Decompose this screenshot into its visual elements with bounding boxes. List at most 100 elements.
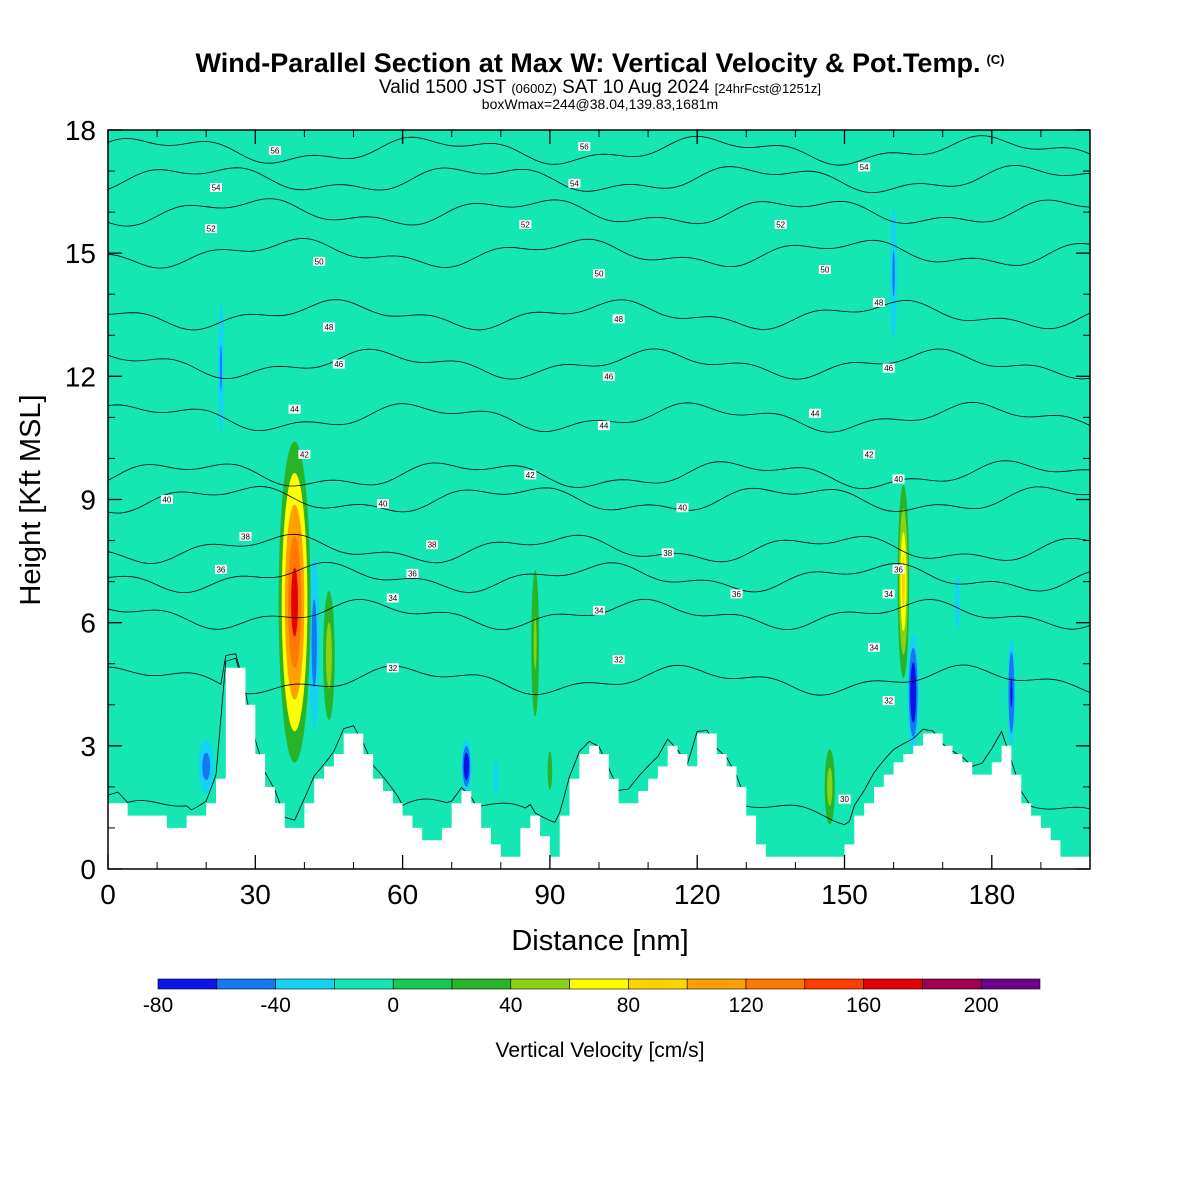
colorbar-tick-label: -40 [260, 994, 290, 1017]
contour-label: 46 [332, 359, 345, 369]
contour-label: 46 [882, 363, 895, 373]
x-tick-label: 150 [821, 879, 868, 910]
y-tick-label: 0 [80, 854, 96, 885]
y-tick-label: 6 [80, 608, 96, 639]
contour-label-bg [867, 642, 880, 652]
colorbar-swatch [628, 978, 688, 990]
contour-label-text: 56 [270, 147, 279, 156]
contour-label-text: 34 [884, 590, 893, 599]
contour-label-bg [288, 404, 301, 414]
colorbar-swatch [510, 978, 570, 990]
velocity-level [892, 250, 895, 297]
velocity-level [327, 638, 331, 673]
contour-label-text: 44 [599, 422, 608, 431]
colorbar-swatch [863, 978, 923, 990]
contour-label-text: 38 [241, 532, 250, 541]
colorbar-tick-label: 0 [387, 994, 399, 1017]
colorbar-swatch [216, 978, 276, 990]
colorbar-tick-label: 200 [964, 994, 999, 1017]
contour-label-text: 54 [570, 179, 579, 188]
velocity-level [204, 759, 209, 774]
velocity-cell-13 [897, 484, 910, 679]
contour-label-text: 40 [678, 504, 687, 513]
contour-label: 30 [838, 794, 851, 804]
contour-label-text: 32 [388, 664, 397, 673]
contour-label-bg [882, 589, 895, 599]
contour-label-text: 46 [334, 360, 343, 369]
contour-label: 36 [406, 568, 419, 578]
colorbar-swatch [804, 978, 864, 990]
contour-label: 50 [593, 269, 605, 279]
contour-label-bg [892, 474, 905, 484]
velocity-cell-12 [461, 739, 472, 794]
colorbar-tick-label: 80 [617, 994, 640, 1017]
x-tick-label: 120 [674, 879, 721, 910]
contour-label-bg [676, 503, 689, 513]
contour-label: 38 [661, 548, 674, 558]
velocity-cell-2 [955, 574, 960, 630]
theta-contour-46 [108, 348, 1090, 380]
contour-label-text: 42 [300, 450, 309, 459]
colorbar-label: Vertical Velocity [cm/s] [496, 1039, 705, 1062]
velocity-level [956, 587, 959, 617]
contour-label-bg [568, 178, 581, 188]
contour-label-text: 36 [408, 569, 417, 578]
velocity-cell-9 [824, 749, 835, 825]
velocity-cell-5 [218, 303, 224, 434]
contour-label-text: 52 [207, 225, 216, 234]
contour-label: 34 [593, 605, 605, 615]
contour-label-bg [774, 219, 787, 229]
contour-label-text: 42 [865, 450, 874, 459]
colorbar-swatch [157, 978, 218, 990]
contour-label-bg [214, 564, 227, 574]
contour-label-bg [376, 499, 389, 509]
velocity-level [548, 760, 552, 781]
contour-label-text: 50 [315, 257, 324, 266]
contour-label: 40 [376, 499, 389, 509]
contour-label-bg [882, 696, 895, 706]
contour-label-text: 48 [874, 298, 883, 307]
contour-label-bg [863, 449, 876, 459]
velocity-cell-6 [890, 208, 898, 339]
contour-label: 38 [426, 540, 439, 550]
contour-label: 54 [858, 162, 871, 172]
contour-label: 36 [892, 564, 905, 574]
contour-label: 42 [524, 470, 537, 480]
x-tick-label: 90 [534, 879, 565, 910]
x-axis-label: Distance [nm] [511, 925, 688, 957]
contour-label-text: 54 [860, 163, 869, 172]
contour-label: 32 [386, 663, 399, 673]
theta-contour-44 [108, 401, 1090, 433]
contour-label-text: 48 [324, 323, 333, 332]
contour-label-bg [593, 269, 605, 279]
contour-label: 36 [214, 564, 227, 574]
contour-label-text: 48 [614, 315, 623, 324]
contour-label-text: 44 [811, 409, 820, 418]
contour-label-bg [210, 182, 223, 192]
theta-contour-36 [108, 562, 1090, 593]
y-tick-label: 15 [65, 238, 96, 269]
contour-label-text: 42 [526, 471, 535, 480]
contour-labels: 56 56 54 54 54 52 52 52 50 50 50 48 48 48 46 46 46 44 44 44… [160, 141, 905, 804]
contour-label-bg [386, 663, 399, 673]
chart-title: Wind-Parallel Section at Max W: Vertical… [195, 48, 981, 78]
contour-label-bg [239, 531, 252, 541]
x-tick-label: 60 [387, 879, 418, 910]
contour-label-bg [322, 322, 335, 332]
colorbar-tick-label: 120 [728, 994, 763, 1017]
contour-label-text: 52 [521, 220, 530, 229]
velocity-cell-11 [1007, 638, 1016, 747]
contour-label-bg [160, 495, 173, 504]
contour-label-bg [818, 265, 831, 275]
contour-label: 40 [892, 474, 905, 484]
valid-prefix: Valid 1500 JST [378, 77, 507, 98]
y-axis-label: Height [Kft MSL] [15, 394, 47, 605]
y-tick-label: 12 [65, 361, 96, 392]
velocity-level [828, 776, 832, 797]
contour-label: 40 [676, 503, 689, 513]
velocity-level [291, 567, 299, 637]
contour-label-bg [593, 605, 605, 615]
velocity-cell-4 [531, 570, 540, 717]
velocity-cell-14 [907, 633, 920, 752]
contour-label-text: 36 [732, 590, 741, 599]
